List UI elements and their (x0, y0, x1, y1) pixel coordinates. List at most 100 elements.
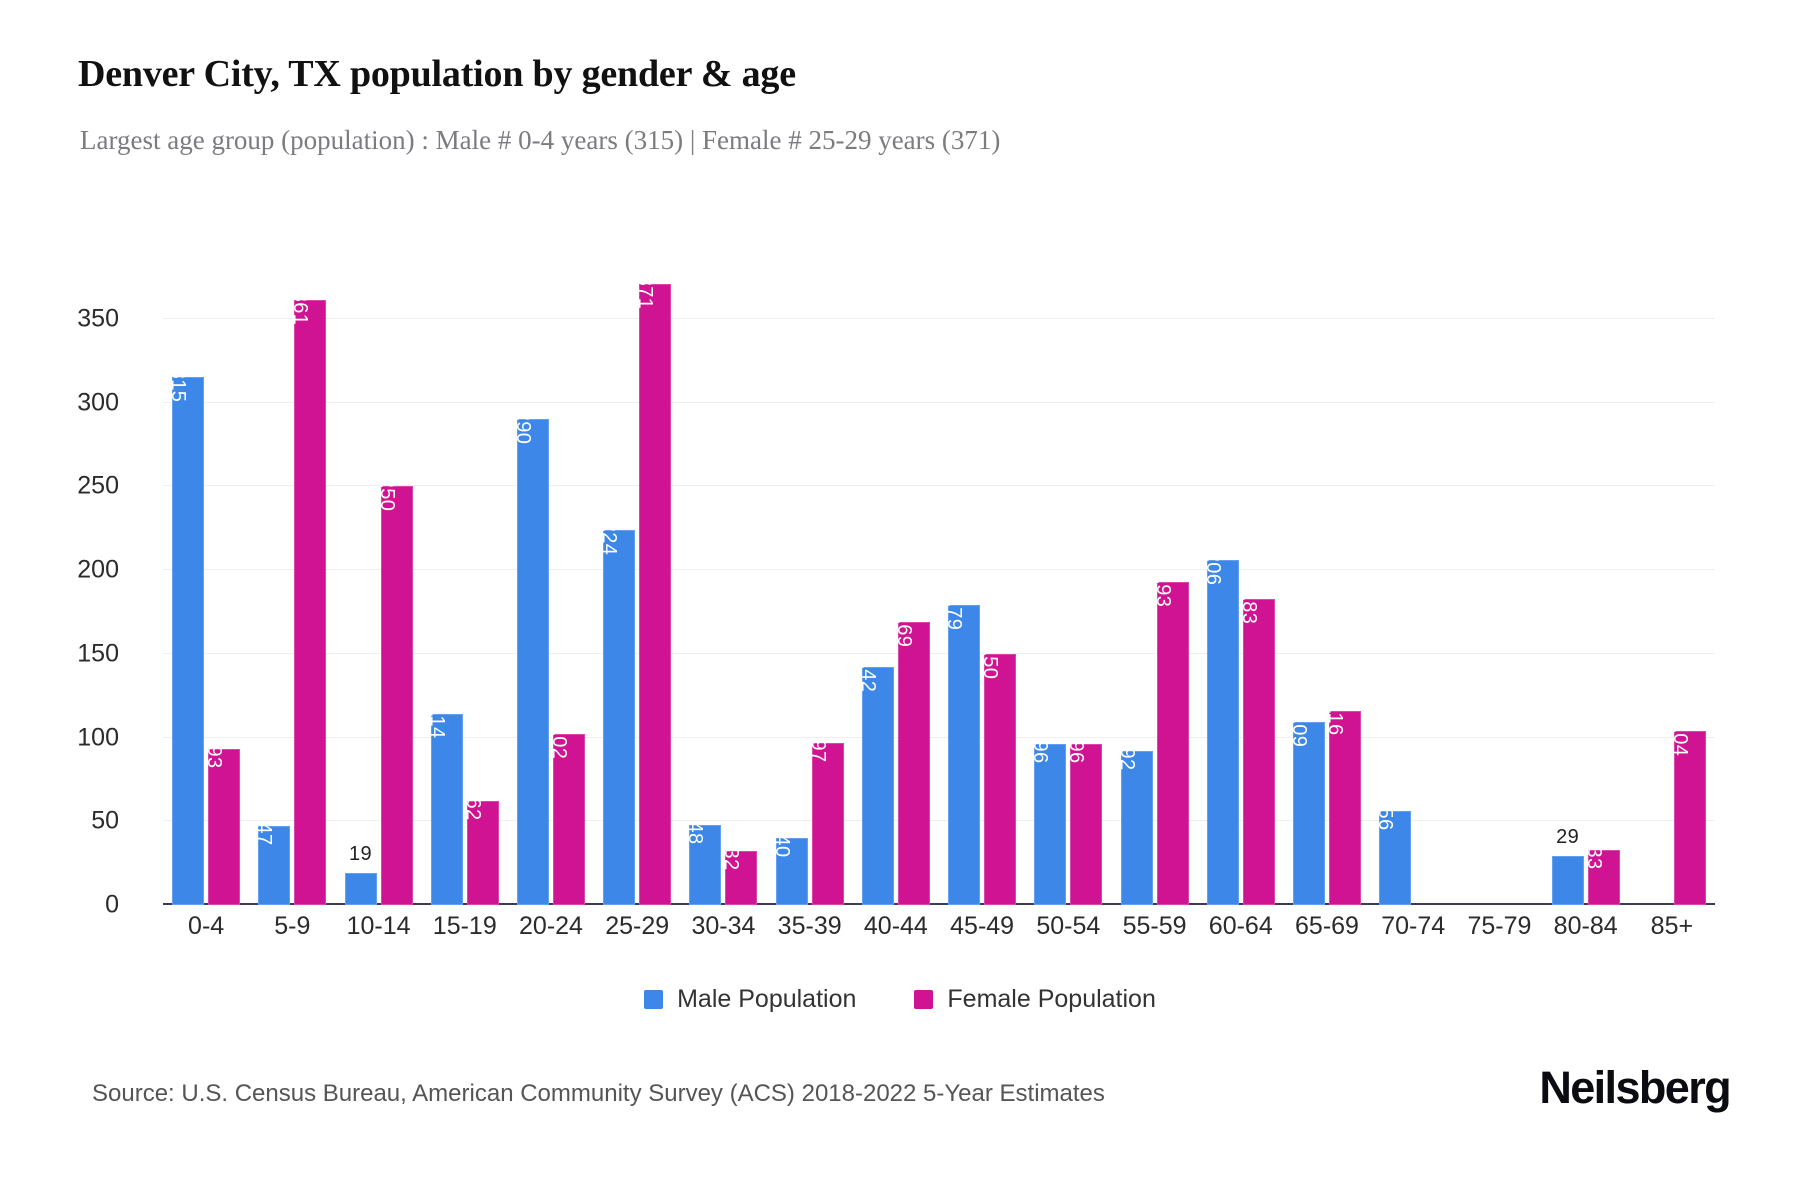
bar-female[interactable]: 93 (203, 746, 241, 905)
x-axis-tick-label: 50-54 (1036, 912, 1101, 940)
axis-baseline (163, 903, 1715, 905)
x-axis-tick-label: 85+ (1650, 912, 1694, 940)
bar-female[interactable]: 150 (979, 644, 1017, 905)
gridlines (163, 292, 1715, 905)
page-subtitle: Largest age group (population) : Male # … (80, 125, 1001, 155)
bar-male[interactable]: 92 (1116, 747, 1153, 905)
legend-item-male[interactable]: Male Population (644, 985, 856, 1014)
bar-female[interactable]: 102 (548, 725, 585, 905)
bar-value-label: 33 (1582, 846, 1605, 870)
brand-logo: Neilsberg (1539, 1062, 1731, 1113)
bar-value-label: 179 (943, 595, 966, 631)
bar-value-label: 62 (461, 797, 484, 821)
x-axis-tick-label: 5-9 (274, 912, 311, 940)
bar-female[interactable]: 97 (807, 739, 844, 905)
gridline (163, 652, 1715, 654)
legend-item-female[interactable]: Female Population (914, 985, 1156, 1014)
bar-male[interactable]: 47 (253, 823, 291, 905)
bar-group: 109 116 (1284, 292, 1370, 905)
bar-female[interactable]: 183 (1238, 589, 1275, 905)
x-axis-tick-label: 70-74 (1381, 912, 1446, 940)
bar-group: 179 150 (939, 292, 1025, 905)
bar-male[interactable]: 114 (426, 706, 463, 905)
bar-value-label: 47 (253, 822, 276, 846)
bar-value-label: 290 (511, 410, 534, 445)
bar-male[interactable]: 290 (512, 410, 549, 905)
bar-male[interactable]: 109 (1288, 713, 1325, 905)
x-axis-tick-label: 15-19 (432, 912, 497, 940)
bar-group (1456, 292, 1542, 905)
bar-female[interactable]: 96 (1065, 741, 1103, 905)
bar-male[interactable]: 40 (771, 834, 808, 905)
x-axis-tick-label: 60-64 (1208, 912, 1273, 940)
bar-value-label: 96 (1029, 740, 1052, 764)
gridline (163, 736, 1715, 738)
bar-male[interactable]: 29 (1551, 827, 1584, 905)
bar-male[interactable]: 224 (598, 521, 636, 905)
chart-legend: Male Population Female Population (0, 985, 1800, 1014)
gridline (163, 820, 1715, 822)
bar-value-label: 206 (1201, 550, 1224, 586)
bar-female[interactable]: 62 (462, 798, 499, 905)
x-axis-tick-label: 75-79 (1467, 912, 1532, 940)
bar-female[interactable]: 32 (720, 848, 758, 905)
bar-female[interactable]: 169 (893, 613, 930, 905)
bar-group: 29 33 (1543, 292, 1629, 905)
x-axis-tick-label: 20-24 (519, 912, 583, 940)
bar-group: 104 (1629, 292, 1715, 905)
bar-female[interactable]: 361 (289, 291, 327, 905)
bar-group: 96 96 (1025, 292, 1111, 905)
x-axis-tick-label: 55-59 (1122, 912, 1187, 940)
bar-male[interactable]: 19 (344, 844, 377, 905)
bar-female[interactable]: 193 (1152, 572, 1189, 905)
bar-value-label: 40 (770, 834, 793, 858)
bar-male[interactable]: 315 (167, 368, 205, 905)
bar-female[interactable]: 116 (1324, 702, 1361, 905)
bar-group: 315 93 (163, 292, 249, 905)
bar-group: 290 102 (508, 292, 594, 905)
bar-value-label: 96 (1065, 740, 1088, 764)
bar-female[interactable]: 371 (634, 274, 672, 905)
x-axis-tick-label: 10-14 (346, 912, 411, 940)
bar-value-label: 371 (634, 274, 657, 309)
bar-value-label: 97 (806, 739, 829, 763)
y-axis-tick-label: 350 (77, 304, 119, 333)
bar-value-label: 116 (1323, 702, 1346, 736)
bar-value-label: 56 (1374, 807, 1397, 831)
bar-value-label: 193 (1151, 572, 1174, 608)
bar-group: 206 183 (1198, 292, 1284, 905)
x-axis-tick-label: 35-39 (777, 912, 842, 940)
x-axis-tick-label: 0-4 (188, 912, 225, 940)
bar-male[interactable]: 142 (857, 658, 894, 905)
bar-value-label: 169 (892, 612, 915, 648)
bar-female[interactable]: 250 (376, 477, 413, 905)
x-axis-labels: 0-4 5-9 10-14 15-19 20-24 25-29 30-34 35-39 40-4… (163, 912, 1715, 952)
legend-label: Female Population (947, 985, 1156, 1013)
plot-area: 315 93 47 361 19 250 114 62 290 102 224 371 48 32 40 97… (163, 274, 1715, 905)
bar-male[interactable]: 206 (1202, 551, 1239, 905)
y-axis-tick-label: 150 (77, 639, 119, 668)
bar-value-label: 29 (1556, 826, 1580, 849)
bar-male[interactable]: 56 (1374, 808, 1412, 905)
bar-value-label: 250 (375, 477, 398, 512)
bar-female[interactable]: 33 (1583, 846, 1620, 905)
legend-swatch-icon (914, 990, 934, 1009)
gridline (163, 401, 1715, 403)
bar-group: 40 97 (767, 292, 853, 905)
bar-male[interactable]: 96 (1029, 741, 1067, 905)
source-note: Source: U.S. Census Bureau, American Com… (92, 1080, 1105, 1107)
bar-male[interactable]: 48 (684, 821, 722, 905)
bar-groups: 315 93 47 361 19 250 114 62 290 102 224 371 48 32 40 97… (163, 274, 1715, 905)
bar-group: 47 361 (249, 291, 335, 905)
bar-value-label: 150 (979, 644, 1002, 680)
x-axis-tick-label: 65-69 (1295, 912, 1359, 940)
bar-value-label: 104 (1668, 721, 1691, 757)
bar-value-label: 183 (1237, 589, 1260, 624)
bar-value-label: 361 (289, 291, 312, 326)
y-axis-tick-label: 100 (77, 723, 119, 751)
bar-male[interactable]: 179 (943, 596, 981, 905)
x-axis-tick-label: 45-49 (950, 912, 1015, 940)
bar-female[interactable]: 104 (1669, 722, 1706, 905)
bar-value-label: 114 (425, 705, 448, 739)
